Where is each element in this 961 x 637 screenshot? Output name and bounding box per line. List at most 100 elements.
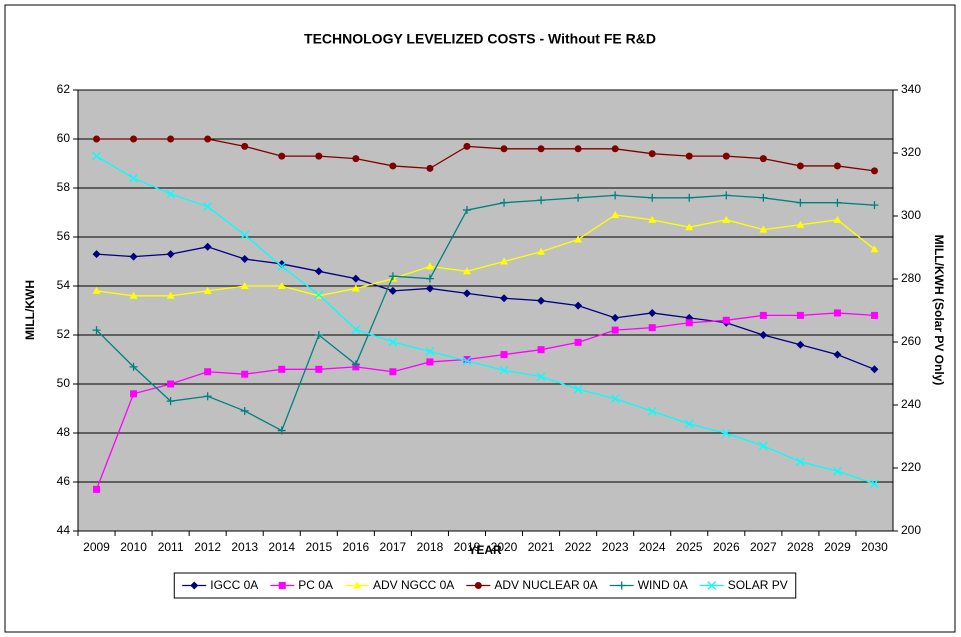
y2-tick-label: 200 <box>901 523 921 537</box>
marker <box>388 337 398 347</box>
marker <box>648 150 656 158</box>
marker <box>573 384 583 394</box>
x-tick-label: 2028 <box>787 540 814 554</box>
y-tick-label: 44 <box>57 523 71 537</box>
marker <box>648 193 657 202</box>
marker <box>759 193 768 202</box>
marker <box>351 284 360 292</box>
marker <box>648 308 657 317</box>
marker <box>870 167 878 175</box>
marker <box>574 235 583 243</box>
series-line <box>95 312 875 490</box>
marker <box>610 394 620 404</box>
marker <box>463 142 471 150</box>
marker <box>832 466 842 476</box>
marker <box>684 419 694 429</box>
marker <box>351 324 361 334</box>
marker <box>611 191 620 200</box>
marker <box>685 193 694 202</box>
x-tick-label: 2017 <box>380 540 407 554</box>
marker <box>426 358 434 366</box>
marker <box>759 311 767 319</box>
marker <box>278 365 286 373</box>
marker <box>796 311 804 319</box>
marker <box>240 255 249 264</box>
marker <box>537 346 545 354</box>
x-tick-label: 2022 <box>565 540 592 554</box>
marker <box>352 581 361 589</box>
marker <box>389 162 397 170</box>
marker <box>129 173 139 183</box>
marker <box>240 282 249 289</box>
x-tick-label: 2026 <box>713 540 740 554</box>
x-tick-label: 2027 <box>750 540 777 554</box>
marker <box>314 331 323 339</box>
marker <box>536 372 546 382</box>
marker <box>500 198 509 207</box>
marker <box>352 155 360 163</box>
marker <box>167 380 175 388</box>
marker <box>130 390 138 398</box>
marker <box>796 198 805 207</box>
marker <box>611 210 620 218</box>
marker <box>574 301 583 310</box>
marker <box>314 290 324 300</box>
marker <box>241 142 249 150</box>
y-tick-label: 60 <box>57 131 71 145</box>
marker <box>167 135 175 143</box>
marker <box>500 351 508 359</box>
x-tick-label: 2016 <box>342 540 369 554</box>
x-tick-label: 2019 <box>454 540 481 554</box>
x-tick-label: 2009 <box>83 540 110 554</box>
marker <box>462 267 471 275</box>
y-axis-label: MILL/KWH <box>23 280 37 340</box>
marker <box>833 350 842 359</box>
marker <box>425 284 434 293</box>
x-tick-label: 2015 <box>305 540 332 554</box>
y-tick-label: 52 <box>57 327 71 341</box>
marker <box>204 368 212 376</box>
marker <box>796 162 804 170</box>
marker <box>647 406 657 416</box>
y-tick-label: 56 <box>57 229 71 243</box>
y-tick-label: 62 <box>57 82 71 96</box>
marker <box>870 245 879 253</box>
marker <box>166 397 175 406</box>
marker <box>351 360 360 369</box>
marker <box>611 145 619 153</box>
x-axis-label: YEAR <box>468 543 502 557</box>
legend-label: WIND 0A <box>638 578 688 592</box>
marker <box>92 286 101 294</box>
series-line <box>96 138 875 172</box>
marker <box>388 272 397 281</box>
y-tick-label: 58 <box>57 180 71 194</box>
y2-tick-label: 320 <box>901 145 921 159</box>
marker <box>92 326 101 335</box>
x-tick-label: 2018 <box>417 540 444 554</box>
x-tick-label: 2025 <box>676 540 703 554</box>
y2-tick-label: 280 <box>901 271 921 285</box>
marker <box>277 282 286 289</box>
marker <box>204 135 212 143</box>
marker <box>92 250 101 259</box>
marker <box>870 479 879 489</box>
x-tick-label: 2011 <box>158 540 184 554</box>
marker <box>351 274 360 283</box>
marker <box>129 362 138 371</box>
marker <box>129 291 138 299</box>
marker <box>500 257 509 265</box>
y2-tick-label: 340 <box>901 82 921 96</box>
marker <box>93 135 101 143</box>
y-tick-label: 50 <box>57 376 71 390</box>
marker <box>574 338 582 346</box>
marker <box>241 370 249 378</box>
marker <box>166 291 175 299</box>
marker <box>425 346 435 356</box>
y-tick-label: 54 <box>57 278 71 292</box>
marker <box>537 296 546 305</box>
x-tick-label: 2012 <box>194 540 221 554</box>
marker <box>833 198 842 207</box>
y2-tick-label: 220 <box>901 460 921 474</box>
series-line <box>96 194 875 432</box>
